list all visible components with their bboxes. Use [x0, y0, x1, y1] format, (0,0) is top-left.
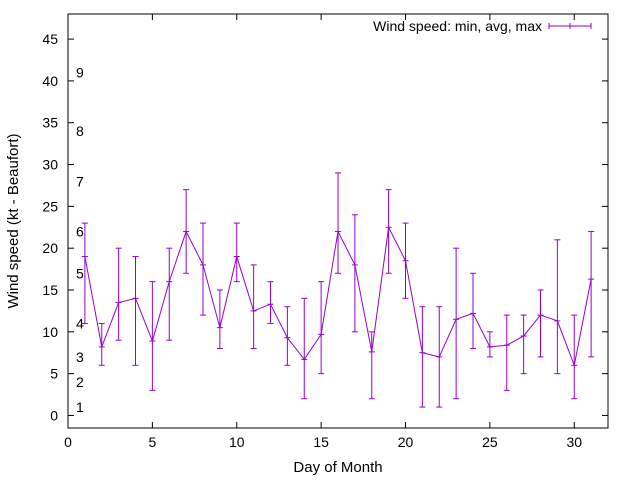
legend: Wind speed: min, avg, max — [373, 18, 592, 34]
beaufort-annotations: 1 2 3 4 5 6 7 8 9 — [76, 65, 84, 416]
plot-frame — [67, 13, 609, 429]
beaufort-label: 9 — [76, 65, 84, 81]
legend-sample — [548, 23, 592, 29]
legend-label: Wind speed: min, avg, max — [373, 18, 542, 34]
series-layer — [81, 172, 595, 408]
x-tick-label: 20 — [398, 434, 414, 450]
beaufort-label: 2 — [76, 374, 84, 390]
beaufort-label: 1 — [76, 399, 84, 415]
y-tick-label: 25 — [42, 198, 58, 214]
y-axis-label: Wind speed (kt - Beaufort) — [5, 133, 22, 308]
beaufort-label: 5 — [76, 265, 84, 281]
y-tick-label: 30 — [42, 157, 58, 173]
beaufort-label: 8 — [76, 123, 84, 139]
beaufort-label: 3 — [76, 349, 84, 365]
y-tick-label: 45 — [42, 31, 58, 47]
y-tick-label: 40 — [42, 73, 58, 89]
beaufort-label: 4 — [76, 315, 84, 331]
y-tick-label: 0 — [50, 407, 58, 423]
x-tick-label: 10 — [229, 434, 245, 450]
beaufort-label: 6 — [76, 223, 84, 239]
y-tick-label: 20 — [42, 240, 58, 256]
beaufort-label: 7 — [76, 173, 84, 189]
x-tick-label: 0 — [64, 434, 72, 450]
x-axis-label: Day of Month — [293, 459, 382, 476]
x-tick-label: 30 — [566, 434, 582, 450]
y-tick-label: 5 — [50, 366, 58, 382]
y-tick-label: 10 — [42, 324, 58, 340]
y-tick-label: 15 — [42, 282, 58, 298]
y-tick-label: 35 — [42, 115, 58, 131]
x-tick-label: 25 — [482, 434, 498, 450]
x-tick-label: 5 — [148, 434, 156, 450]
x-tick-label: 15 — [313, 434, 329, 450]
